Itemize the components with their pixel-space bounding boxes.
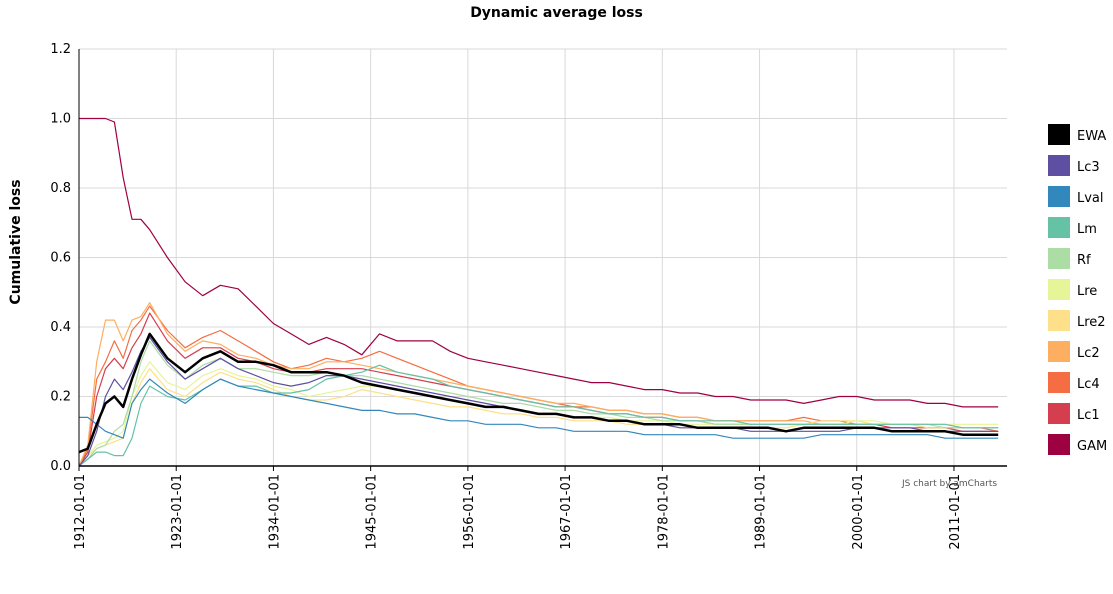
- x-tick-label: 1967-01-01: [559, 474, 574, 550]
- x-tick-label: 1945-01-01: [365, 474, 380, 550]
- legend-label: Lre2: [1077, 315, 1106, 330]
- legend-label: EWA: [1077, 129, 1107, 144]
- x-tick-label: 1978-01-01: [656, 474, 671, 550]
- series-line-ewa[interactable]: [78, 332, 999, 454]
- chart-credit[interactable]: JS chart by amCharts: [902, 479, 998, 489]
- legend-swatch: [1048, 217, 1070, 238]
- legend-label: Lc3: [1077, 160, 1100, 175]
- y-tick-label: 0.8: [50, 181, 71, 196]
- series-line-gam[interactable]: [79, 117, 999, 408]
- x-tick-label: 1923-01-01: [170, 474, 185, 550]
- legend-label: Lc4: [1077, 377, 1100, 392]
- legend-label: Rf: [1077, 253, 1091, 268]
- legend-swatch: [1048, 372, 1070, 393]
- y-tick-label: 0.6: [50, 251, 71, 266]
- y-tick-label: 0.2: [50, 390, 71, 405]
- legend-swatch: [1048, 279, 1070, 300]
- series-line-lc1[interactable]: [78, 312, 999, 467]
- legend-swatch: [1048, 310, 1070, 331]
- legend-label: Lc1: [1077, 408, 1100, 423]
- x-tick-label: 1912-01-01: [73, 474, 88, 550]
- x-tick-label: 1956-01-01: [462, 474, 477, 550]
- legend-swatch: [1048, 248, 1070, 269]
- y-tick-label: 1.2: [50, 42, 71, 57]
- legend-swatch: [1048, 124, 1070, 145]
- y-tick-label: 1.0: [50, 112, 71, 127]
- legend-swatch: [1048, 434, 1070, 455]
- x-tick-label: 2011-01-01: [948, 474, 963, 550]
- x-tick-label: 1934-01-01: [267, 474, 282, 550]
- series-line-lre2[interactable]: [78, 368, 999, 467]
- legend-swatch: [1048, 403, 1070, 424]
- series-line-lm[interactable]: [78, 364, 999, 467]
- x-tick-label: 2000-01-01: [851, 474, 866, 550]
- legend-label: Lre: [1077, 284, 1098, 299]
- legend-swatch: [1048, 186, 1070, 207]
- y-tick-label: 0.4: [50, 320, 71, 335]
- legend-label: Lval: [1077, 191, 1104, 206]
- series-line-lc3[interactable]: [78, 336, 999, 467]
- legend-swatch: [1048, 341, 1070, 362]
- series-line-lc4[interactable]: [78, 305, 999, 467]
- grid-layer: [78, 48, 1007, 467]
- legend-label: Lc2: [1077, 346, 1100, 361]
- legend-swatch: [1048, 155, 1070, 176]
- legend-label: GAM: [1077, 439, 1108, 454]
- x-tick-label: 1989-01-01: [754, 474, 769, 550]
- chart-title: Dynamic average loss: [470, 5, 643, 21]
- y-tick-label: 0.0: [50, 459, 71, 474]
- series-layer: [78, 117, 999, 467]
- axis-layer: 0.0 0.2 0.4 0.6 0.8 1.0 1.2 1912-01-01 1923-01-0…: [50, 42, 1007, 550]
- legend-label: Lm: [1077, 222, 1097, 237]
- series-line-lval[interactable]: [79, 378, 999, 439]
